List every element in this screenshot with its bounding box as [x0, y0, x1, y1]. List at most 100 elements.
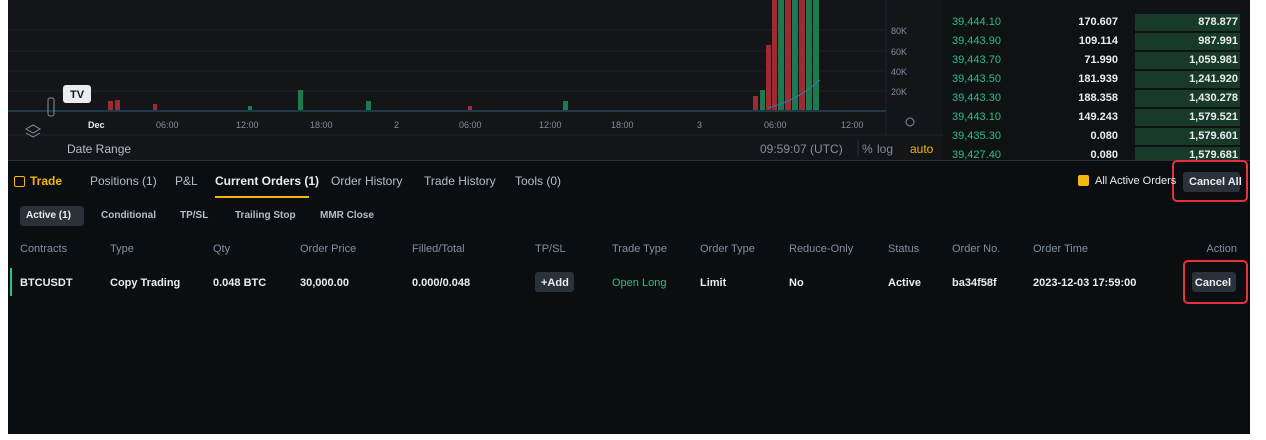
tab-underline — [215, 196, 309, 198]
x-axis-label: 18:00 — [611, 120, 634, 130]
price: 39,443.50 — [952, 73, 1001, 85]
column-header: Order Price — [300, 243, 357, 255]
svg-text:TV: TV — [70, 89, 85, 101]
column-header: Reduce-Only — [789, 243, 854, 255]
cell: +Add — [541, 277, 569, 289]
y-axis-label: 20K — [891, 87, 908, 97]
total: 1,579.601 — [1189, 130, 1238, 142]
x-axis-label: Dec — [88, 120, 105, 130]
column-header: Qty — [213, 243, 231, 255]
all-active-orders: All Active Orders — [1095, 175, 1177, 187]
percent-toggle[interactable]: % — [862, 142, 873, 156]
total: 987.991 — [1198, 35, 1238, 47]
price: 39,443.70 — [952, 54, 1001, 66]
auto-toggle[interactable]: auto — [910, 142, 934, 156]
trade-icon — [14, 176, 25, 187]
subtab[interactable]: Conditional — [101, 210, 156, 221]
x-axis-label: 12:00 — [539, 120, 562, 130]
cell: No — [789, 277, 804, 289]
price-chart: TV — [8, 0, 943, 160]
total: 1,579.521 — [1189, 111, 1238, 123]
x-axis-label: 18:00 — [310, 120, 333, 130]
date-range[interactable]: Date Range — [67, 142, 132, 156]
cancel-all-button[interactable] — [1183, 172, 1240, 192]
amount: 188.358 — [1078, 92, 1118, 104]
price: 39,427.40 — [952, 149, 1001, 161]
column-header: Contracts — [20, 243, 68, 255]
add-button[interactable] — [535, 272, 574, 292]
subtab[interactable]: Trailing Stop — [235, 210, 296, 221]
cell: ba34f58f — [952, 277, 997, 289]
cell: Limit — [700, 277, 727, 289]
cell: 30,000.00 — [300, 277, 349, 289]
price: 39,444.10 — [952, 16, 1001, 28]
price: 39,443.10 — [952, 111, 1001, 123]
total: 1,059.981 — [1189, 54, 1238, 66]
subtab[interactable]: Active (1) — [26, 210, 72, 221]
amount: 149.243 — [1078, 111, 1118, 123]
column-header: Order Time — [1033, 243, 1089, 255]
tab[interactable]: P&L — [175, 174, 198, 188]
tab[interactable]: Trade History — [424, 174, 496, 188]
column-header: TP/SL — [535, 243, 566, 255]
cell: 2023-12-03 17:59:00 — [1033, 277, 1137, 289]
tab[interactable]: Order History — [331, 174, 403, 188]
clock: 09:59:07 (UTC) — [760, 142, 843, 156]
y-axis-label: 40K — [891, 67, 908, 77]
highlight — [1183, 260, 1248, 304]
active-subtab[interactable] — [20, 206, 84, 226]
price: 39,443.90 — [952, 35, 1001, 47]
tab[interactable]: Tools (0) — [515, 174, 562, 188]
order-book — [943, 0, 1250, 160]
x-axis-label: 12:00 — [841, 120, 864, 130]
column-header: Order No. — [952, 243, 1001, 255]
cancel-all-label: Cancel All — [1189, 176, 1242, 188]
tab[interactable]: Trade — [30, 174, 63, 188]
cell: Copy Trading — [110, 277, 181, 289]
cell: BTCUSDT — [20, 277, 73, 289]
tab[interactable]: Current Orders (1) — [215, 174, 320, 188]
price: 39,435.30 — [952, 130, 1001, 142]
amount: 0.080 — [1090, 130, 1118, 142]
panel: TV 80K 60K 40K 20K Dec 06:00 12:00 18:00 2 06:00 1… — [8, 0, 1250, 434]
column-header: Filled/Total — [412, 243, 465, 255]
subtab[interactable]: MMR Close — [320, 210, 374, 221]
cell: 0.048 BTC — [213, 277, 267, 289]
volume-bars — [8, 0, 886, 112]
total: 1,579.681 — [1189, 149, 1238, 161]
column-header: Trade Type — [612, 243, 668, 255]
total: 1,430.278 — [1189, 92, 1238, 104]
cancel-button[interactable] — [1192, 272, 1236, 292]
y-axis-label: 80K — [891, 26, 908, 36]
column-header: Status — [888, 243, 920, 255]
x-axis-label: 06:00 — [459, 120, 482, 130]
cell: Active — [888, 277, 922, 289]
price: 39,443.30 — [952, 92, 1001, 104]
amount: 71.990 — [1084, 54, 1118, 66]
x-axis-label: 06:00 — [764, 120, 787, 130]
row-marker — [10, 268, 12, 296]
amount: 0.080 — [1090, 149, 1118, 161]
amount: 181.939 — [1078, 73, 1118, 85]
log-toggle[interactable]: log — [877, 142, 894, 156]
y-axis-label: 60K — [891, 47, 908, 57]
x-axis-label: 3 — [697, 120, 703, 130]
cell: 0.000/0.048 — [412, 277, 471, 289]
column-header: Order Type — [700, 243, 755, 255]
amount: 109.114 — [1078, 35, 1118, 47]
cancel-label: Cancel — [1194, 277, 1231, 289]
column-header: Type — [110, 243, 134, 255]
subtab[interactable]: TP/SL — [180, 210, 209, 221]
x-axis-label: 12:00 — [236, 120, 259, 130]
tab[interactable]: Positions (1) — [90, 174, 157, 188]
amount: 170.607 — [1078, 16, 1118, 28]
column-header: Action — [1206, 243, 1237, 255]
divider — [8, 160, 1250, 161]
highlight — [1172, 160, 1248, 202]
cell: Open Long — [612, 277, 667, 289]
x-axis-label: 2 — [394, 120, 400, 130]
total: 878.877 — [1198, 16, 1238, 28]
checkbox[interactable] — [1078, 175, 1089, 186]
x-axis-label: 06:00 — [156, 120, 179, 130]
